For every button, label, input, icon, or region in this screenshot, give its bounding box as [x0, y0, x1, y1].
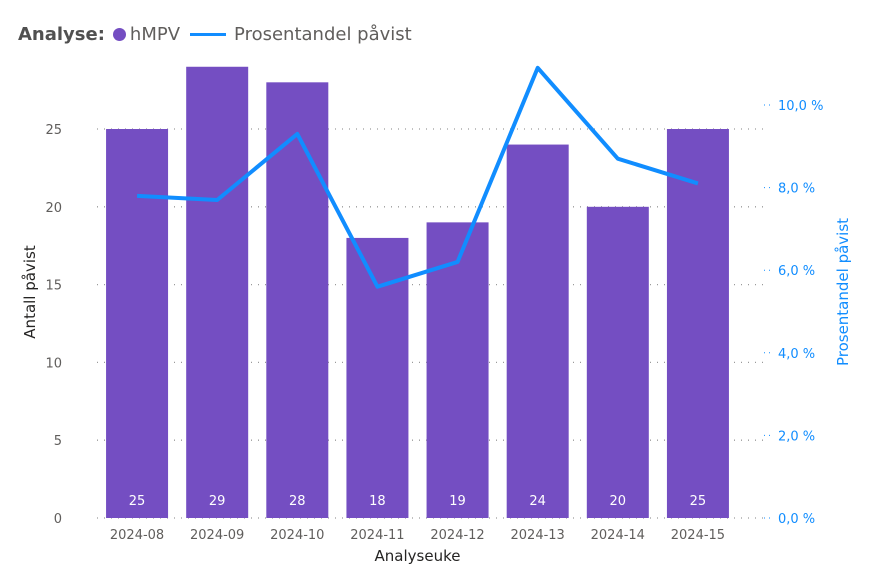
- x-tick-label: 2024-13: [511, 528, 565, 543]
- bar-2024-13: [506, 144, 569, 518]
- bar-data-label: 24: [529, 494, 546, 509]
- legend-line-marker: [190, 33, 227, 36]
- bar-2024-08: [106, 129, 169, 518]
- y2-tick-label: 8,0 %: [778, 182, 815, 197]
- legend: Analyse: hMPV Prosentandel påvist: [18, 24, 412, 45]
- legend-title: Analyse:: [18, 24, 105, 45]
- bar-2024-09: [186, 66, 249, 518]
- y-tick-label: 5: [54, 434, 62, 449]
- y-tick-label: 15: [45, 279, 62, 294]
- bar-data-label: 20: [610, 494, 627, 509]
- y2-tick-label: 10,0 %: [778, 99, 823, 114]
- y-tick-label: 10: [45, 356, 62, 371]
- bar-2024-14: [586, 206, 649, 519]
- legend-item-bar[interactable]: hMPV: [129, 24, 181, 45]
- y2-tick-label: 0,0 %: [778, 512, 815, 527]
- x-tick-label: 2024-10: [270, 528, 324, 543]
- y-axis-title: Antall påvist: [21, 245, 39, 339]
- bar-data-label: 28: [289, 494, 306, 509]
- x-tick-label: 2024-14: [591, 528, 645, 543]
- x-tick-label: 2024-08: [110, 528, 164, 543]
- x-axis-title: Analyseuke: [375, 547, 461, 565]
- bar-data-label: 25: [129, 494, 146, 509]
- bar-data-label: 25: [690, 494, 707, 509]
- bar-2024-12: [426, 222, 489, 519]
- bar-data-label: 29: [209, 494, 226, 509]
- bar-data-label: 18: [369, 494, 386, 509]
- x-tick-label: 2024-15: [671, 528, 725, 543]
- y2-tick-label: 4,0 %: [778, 347, 815, 362]
- y-tick-label: 20: [45, 201, 62, 216]
- y-tick-label: 25: [45, 123, 62, 138]
- bar-2024-15: [666, 129, 729, 518]
- x-tick-label: 2024-11: [350, 528, 404, 543]
- line-series: [136, 65, 699, 289]
- legend-bar-marker: [112, 28, 126, 41]
- y2-axis-title: Prosentandel påvist: [834, 218, 852, 366]
- x-tick-label: 2024-09: [190, 528, 244, 543]
- y2-tick-label: 6,0 %: [778, 264, 815, 279]
- bar-data-label: 19: [449, 494, 466, 509]
- legend-item-line[interactable]: Prosentandel påvist: [234, 24, 412, 45]
- y2-tick-label: 2,0 %: [778, 429, 815, 444]
- x-tick-label: 2024-12: [430, 528, 484, 543]
- bar-2024-10: [266, 82, 329, 518]
- y-tick-label: 0: [54, 512, 62, 527]
